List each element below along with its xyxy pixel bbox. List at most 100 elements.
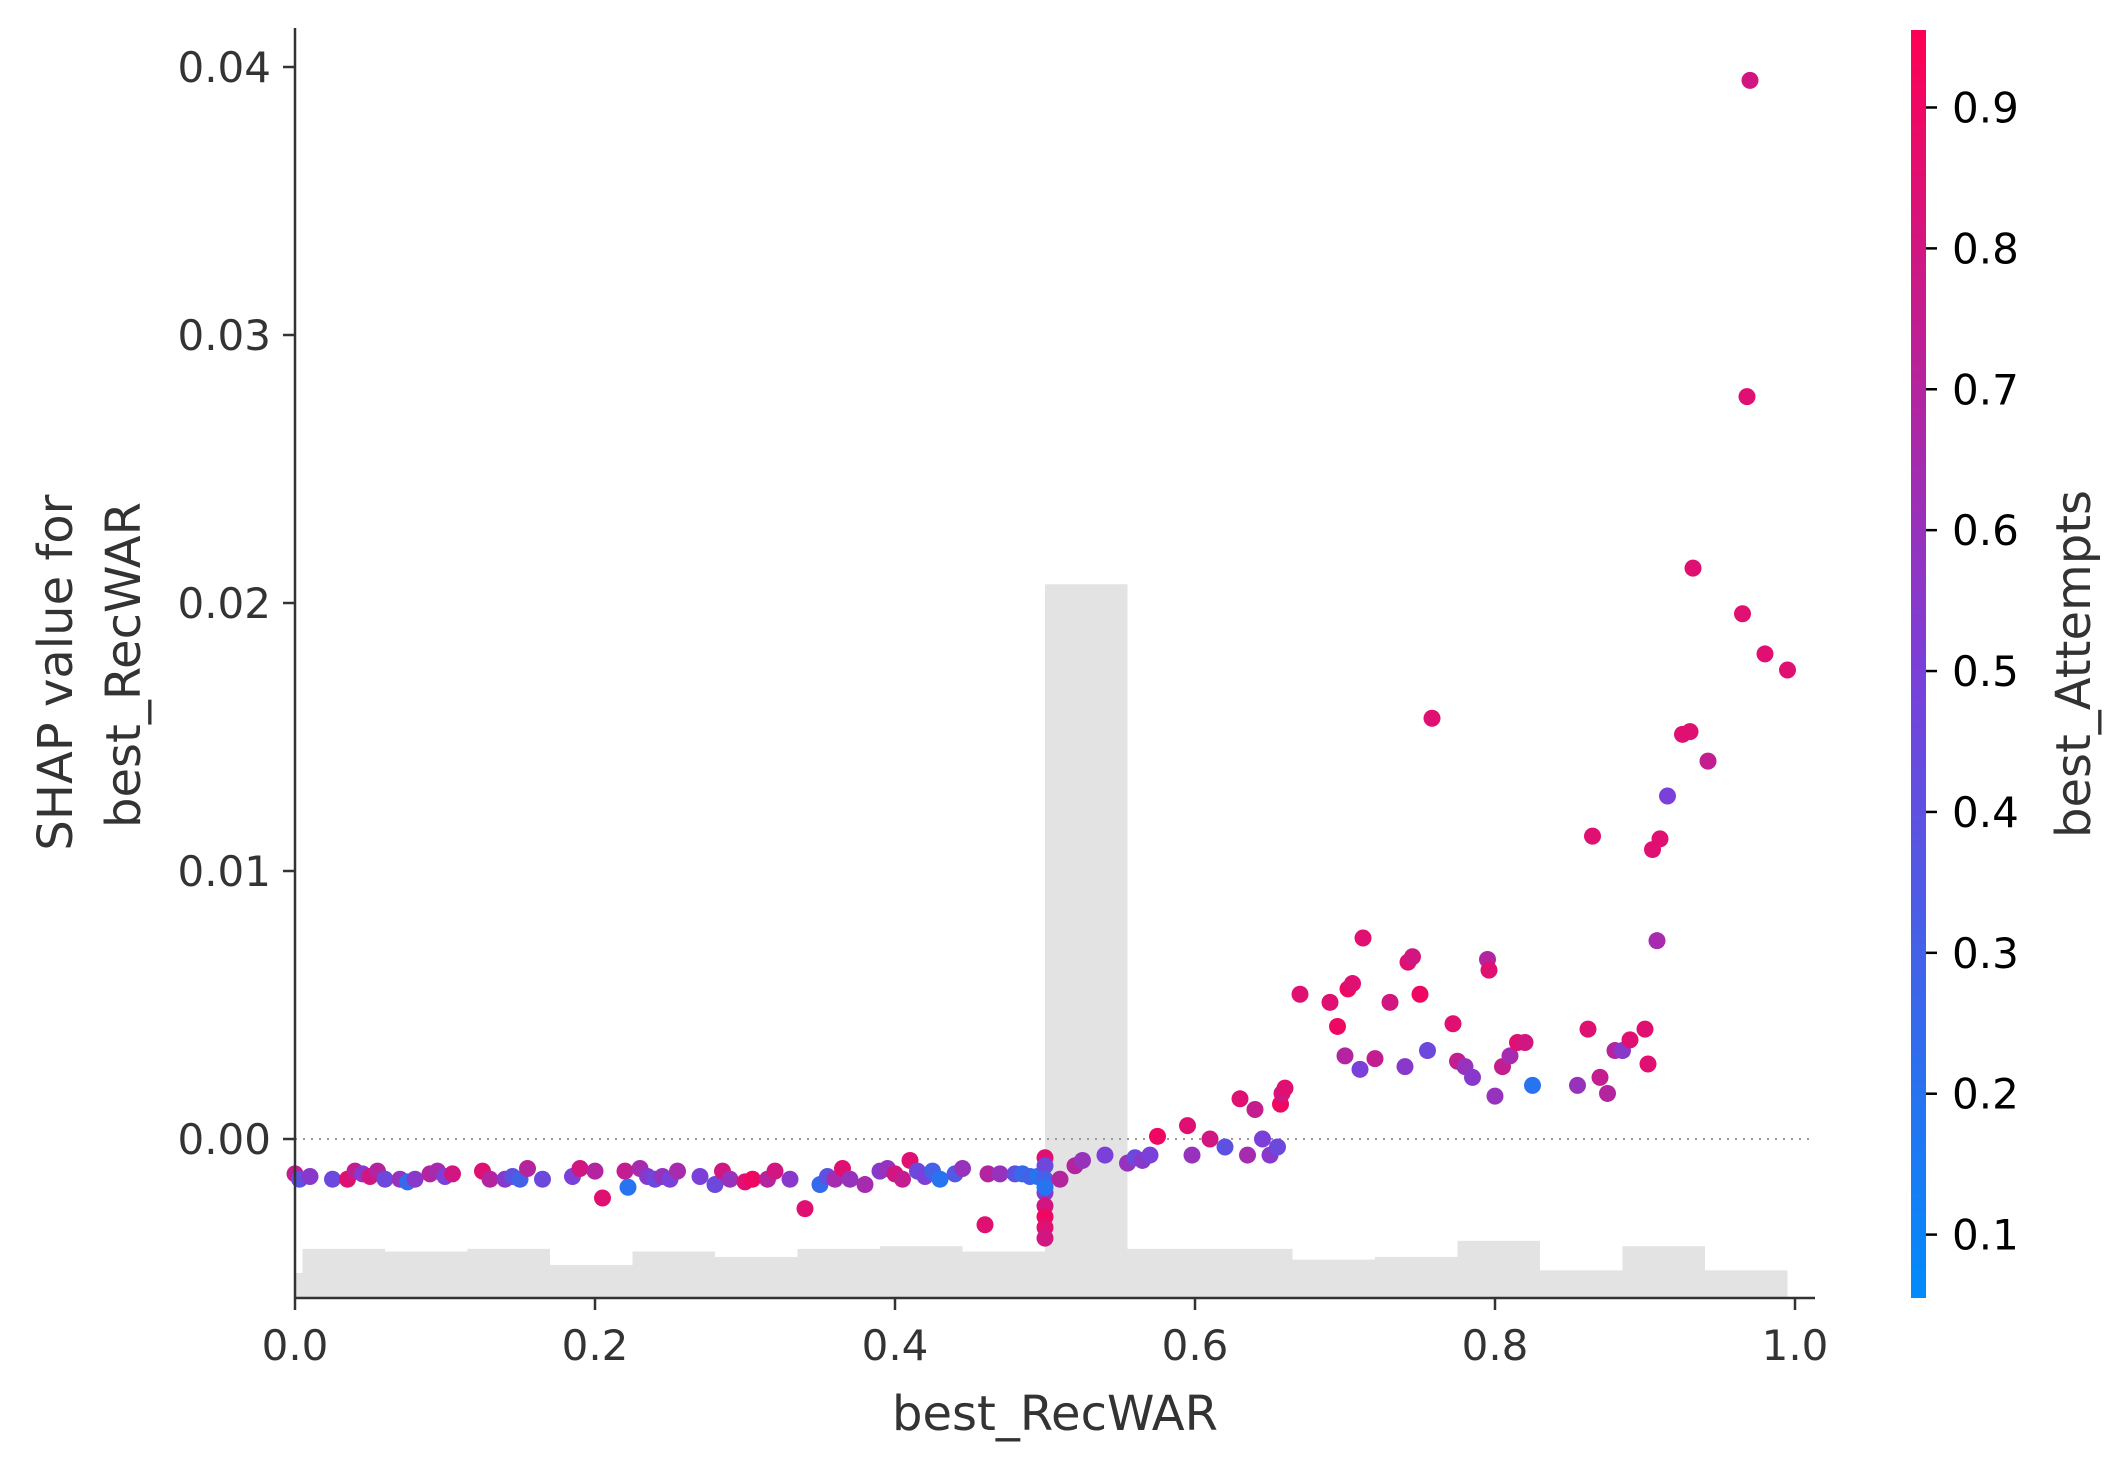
data-point bbox=[1291, 985, 1309, 1003]
data-point bbox=[1321, 993, 1339, 1011]
histogram-bar bbox=[1622, 1246, 1705, 1298]
data-point bbox=[1036, 1157, 1054, 1175]
data-point bbox=[571, 1159, 589, 1177]
data-point bbox=[744, 1170, 761, 1188]
data-point bbox=[1516, 1034, 1534, 1052]
colorbar-tick-label: 0.2 bbox=[1952, 1070, 2019, 1119]
histogram-bar bbox=[1292, 1259, 1375, 1298]
data-point bbox=[1648, 932, 1666, 950]
data-point bbox=[481, 1170, 499, 1188]
data-point bbox=[1480, 961, 1498, 979]
data-point bbox=[519, 1159, 536, 1177]
data-point bbox=[1179, 1117, 1196, 1135]
data-point bbox=[1591, 1068, 1609, 1086]
histogram-bar bbox=[962, 1251, 1045, 1298]
data-point bbox=[1681, 723, 1699, 741]
data-point bbox=[1419, 1042, 1436, 1060]
data-point bbox=[1269, 1138, 1286, 1156]
data-point bbox=[1074, 1151, 1091, 1169]
data-point bbox=[979, 1165, 997, 1183]
y-axis-ticks: 0.00 0.01 0.02 0.03 0.04 bbox=[177, 43, 295, 1164]
data-point bbox=[444, 1165, 461, 1183]
colorbar-tick-label: 0.8 bbox=[1952, 224, 2019, 273]
data-point bbox=[1239, 1146, 1256, 1164]
data-point bbox=[1051, 1170, 1069, 1188]
colorbar-title: best_Attempts bbox=[2046, 490, 2102, 838]
data-point bbox=[1501, 1047, 1519, 1065]
data-point bbox=[691, 1168, 709, 1186]
data-point bbox=[1444, 1015, 1462, 1033]
data-point bbox=[586, 1162, 604, 1180]
data-point bbox=[841, 1170, 859, 1188]
data-point bbox=[894, 1170, 911, 1188]
data-point bbox=[1149, 1127, 1166, 1145]
data-point bbox=[1036, 1229, 1054, 1247]
colorbar-tick-label: 0.7 bbox=[1952, 365, 2019, 414]
colorbar-tick-label: 0.3 bbox=[1952, 929, 2019, 978]
data-point bbox=[1738, 388, 1756, 406]
data-point bbox=[406, 1170, 424, 1188]
histogram-bar bbox=[880, 1246, 963, 1298]
y-tick-label: 0.00 bbox=[177, 1115, 271, 1164]
data-point bbox=[301, 1168, 319, 1186]
data-point bbox=[991, 1165, 1009, 1183]
data-point bbox=[669, 1162, 686, 1180]
data-point bbox=[1254, 1130, 1271, 1148]
data-point bbox=[721, 1170, 739, 1188]
x-tick-label: 0.6 bbox=[1162, 1321, 1229, 1370]
data-point bbox=[1639, 1055, 1657, 1073]
data-point bbox=[1276, 1079, 1294, 1097]
data-point bbox=[1741, 71, 1759, 89]
histogram-bar bbox=[550, 1264, 633, 1298]
histogram-bar bbox=[1210, 1248, 1293, 1298]
colorbar-tick-label: 0.6 bbox=[1952, 506, 2019, 555]
x-tick-label: 0.8 bbox=[1462, 1321, 1529, 1370]
data-point bbox=[324, 1170, 341, 1188]
data-point bbox=[931, 1170, 949, 1188]
y-tick-label: 0.02 bbox=[177, 579, 271, 628]
histogram-bar bbox=[1457, 1240, 1540, 1298]
x-tick-label: 0.2 bbox=[562, 1321, 629, 1370]
data-point bbox=[594, 1189, 611, 1207]
data-point bbox=[534, 1170, 551, 1188]
histogram-bar bbox=[385, 1251, 468, 1298]
data-point bbox=[1354, 929, 1372, 947]
data-point bbox=[706, 1176, 724, 1194]
x-axis-title: best_RecWAR bbox=[892, 1386, 1218, 1442]
data-point bbox=[1584, 827, 1601, 845]
y-tick-label: 0.04 bbox=[177, 43, 271, 92]
data-point bbox=[1381, 993, 1399, 1011]
colorbar-tick-label: 0.9 bbox=[1952, 83, 2019, 132]
data-point bbox=[1464, 1068, 1481, 1086]
data-point bbox=[1351, 1060, 1369, 1078]
data-point bbox=[1411, 985, 1429, 1003]
histogram-bar bbox=[1375, 1256, 1458, 1298]
histogram-bar bbox=[797, 1248, 880, 1298]
x-tick-label: 0.0 bbox=[262, 1321, 329, 1370]
histogram-bar bbox=[715, 1256, 798, 1298]
data-point bbox=[1569, 1076, 1586, 1094]
histogram-bar bbox=[632, 1251, 715, 1298]
data-point bbox=[1524, 1076, 1541, 1094]
data-point bbox=[856, 1176, 874, 1194]
data-point bbox=[1216, 1138, 1234, 1156]
data-point bbox=[1344, 975, 1361, 993]
histogram-bar bbox=[467, 1248, 550, 1298]
colorbar-ticks: 0.1 0.2 0.3 0.4 0.5 0.6 0.7 0.8 0.9 bbox=[1926, 83, 2019, 1260]
data-point bbox=[1779, 661, 1796, 679]
scatter-points bbox=[286, 71, 1796, 1247]
data-point bbox=[1659, 787, 1676, 805]
y-axis-title-line-2: best_RecWAR bbox=[96, 502, 152, 828]
data-point bbox=[1599, 1084, 1616, 1102]
data-point bbox=[954, 1159, 971, 1177]
data-point bbox=[1231, 1090, 1249, 1108]
data-point bbox=[1336, 1047, 1354, 1065]
data-point bbox=[1579, 1020, 1597, 1038]
data-point bbox=[1684, 559, 1702, 577]
x-tick-label: 0.4 bbox=[862, 1321, 929, 1370]
data-point bbox=[1036, 1178, 1054, 1196]
histogram-bar bbox=[1127, 1248, 1210, 1298]
data-point bbox=[1246, 1101, 1264, 1119]
y-axis-title-line-1: SHAP value for bbox=[28, 494, 84, 850]
colorbar-tick-label: 0.1 bbox=[1952, 1211, 2019, 1260]
